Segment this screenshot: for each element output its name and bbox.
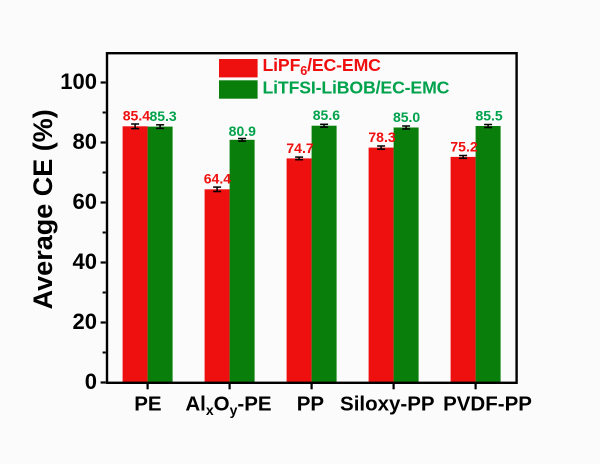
svg-text:85.4: 85.4 — [123, 108, 150, 124]
svg-text:PE: PE — [134, 393, 161, 416]
svg-text:80.9: 80.9 — [229, 123, 256, 139]
svg-text:40: 40 — [73, 249, 97, 274]
svg-text:20: 20 — [73, 309, 97, 334]
svg-text:Siloxy-PP: Siloxy-PP — [340, 393, 435, 416]
svg-text:85.5: 85.5 — [475, 107, 502, 123]
svg-text:0: 0 — [85, 369, 97, 394]
svg-text:80: 80 — [73, 129, 97, 154]
svg-text:100: 100 — [60, 69, 97, 94]
svg-text:85.3: 85.3 — [149, 108, 176, 124]
svg-text:PP: PP — [297, 393, 324, 416]
svg-text:85.0: 85.0 — [393, 109, 420, 125]
svg-text:60: 60 — [73, 189, 97, 214]
svg-text:64.4: 64.4 — [204, 171, 231, 187]
svg-text:PVDF-PP: PVDF-PP — [443, 393, 532, 416]
svg-text:LiPF6/EC-EMC: LiPF6/EC-EMC — [263, 55, 382, 78]
svg-text:LiTFSI-LiBOB/EC-EMC: LiTFSI-LiBOB/EC-EMC — [263, 78, 450, 98]
svg-text:75.2: 75.2 — [450, 138, 477, 154]
svg-text:85.6: 85.6 — [313, 107, 340, 123]
svg-text:74.7: 74.7 — [286, 140, 313, 156]
svg-text:Average CE (%): Average CE (%) — [28, 109, 58, 309]
svg-text:AlxOy-PE: AlxOy-PE — [185, 393, 271, 419]
svg-text:78.3: 78.3 — [368, 129, 395, 145]
